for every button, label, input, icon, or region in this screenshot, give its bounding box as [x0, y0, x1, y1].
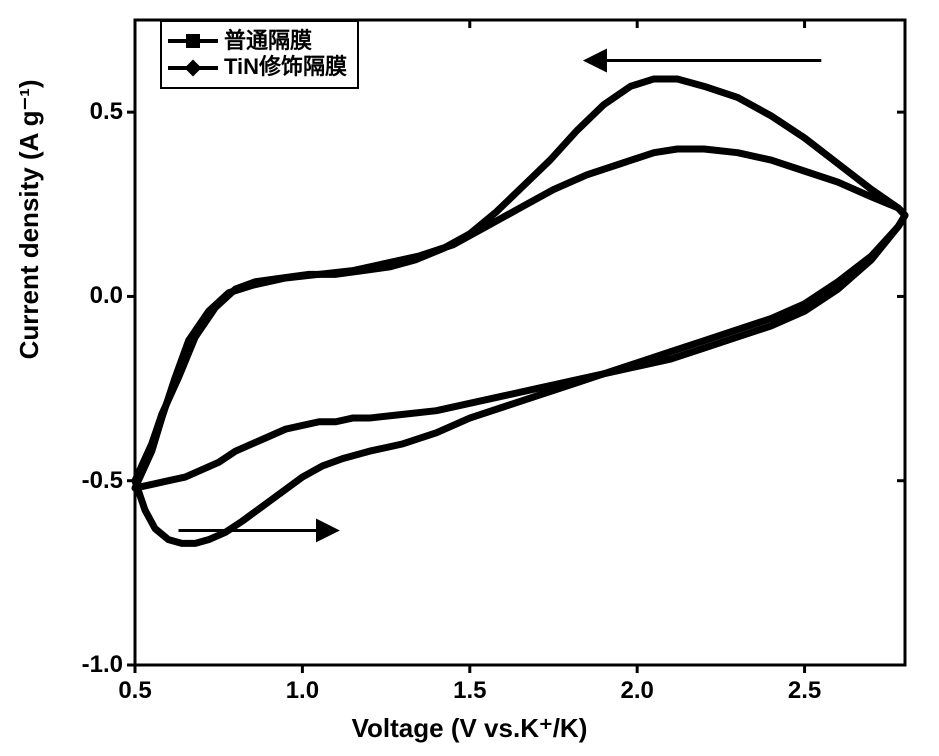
- x-tick-label: 2.5: [780, 677, 830, 705]
- legend-swatch: [168, 31, 218, 51]
- y-tick-label: -1.0: [82, 651, 123, 679]
- series-普通隔膜: [135, 149, 905, 488]
- x-tick-label: 1.0: [277, 677, 327, 705]
- y-axis-label-text: Current density (A g⁻¹): [14, 79, 44, 359]
- x-axis-label-text: Voltage (V vs.K⁺/K): [352, 713, 588, 743]
- cv-chart: { "chart": { "type": "line", "width_px":…: [0, 0, 939, 756]
- plot-svg: [0, 0, 939, 756]
- legend-swatch: [168, 58, 218, 78]
- legend-item: 普通隔膜: [168, 28, 347, 54]
- square-marker-icon: [186, 34, 200, 48]
- diamond-marker-icon: [185, 59, 202, 76]
- series-TiN修饰隔膜: [135, 79, 905, 543]
- y-tick-label: 0.0: [90, 282, 123, 310]
- legend-label: TiN修饰隔膜: [224, 54, 347, 80]
- y-tick-label: 0.5: [90, 98, 123, 126]
- x-tick-label: 1.5: [445, 677, 495, 705]
- x-tick-label: 0.5: [110, 677, 160, 705]
- legend-item: TiN修饰隔膜: [168, 54, 347, 80]
- x-tick-label: 2.0: [612, 677, 662, 705]
- legend: 普通隔膜TiN修饰隔膜: [160, 20, 359, 89]
- x-axis-label: Voltage (V vs.K⁺/K): [0, 713, 939, 744]
- legend-label: 普通隔膜: [224, 28, 312, 54]
- y-tick-label: -0.5: [82, 467, 123, 495]
- y-axis-label: Current density (A g⁻¹): [14, 79, 45, 359]
